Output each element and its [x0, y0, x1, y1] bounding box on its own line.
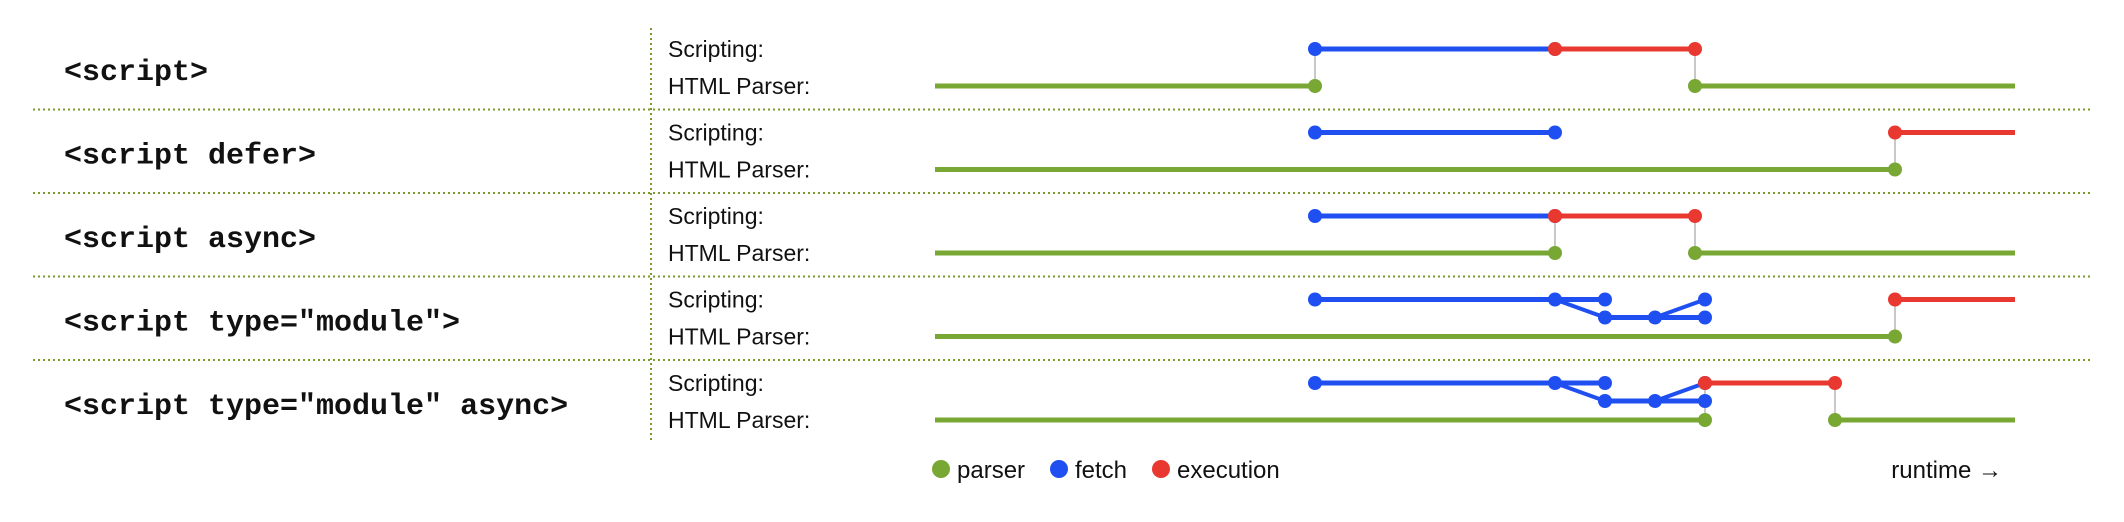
- fetch-point: [1308, 292, 1322, 307]
- legend-parser-label: parser: [957, 457, 1025, 484]
- dependency-fetch-segment: [1554, 381, 1606, 403]
- script-tag-label: <script type="module" async>: [64, 390, 568, 424]
- script-tag-label: <script>: [64, 56, 208, 90]
- legend-execution-dot: [1152, 460, 1170, 478]
- fetch-point: [1308, 376, 1322, 390]
- execution-point: [1698, 376, 1712, 390]
- legend: parser fetch execution runtime →: [932, 457, 2002, 484]
- timeline-row: <script type="module"> Scripting: HTML Par…: [64, 287, 2015, 350]
- fetch-point: [1698, 310, 1712, 325]
- timeline-row: <script> Scripting: HTML Parser:: [64, 36, 2015, 99]
- fetch-point: [1548, 376, 1562, 390]
- timeline-row: <script type="module" async> Scripting: HT…: [64, 370, 2015, 433]
- scripting-row-label: Scripting:: [668, 370, 764, 396]
- fetch-point: [1698, 394, 1712, 408]
- script-tag-label: <script type="module">: [64, 307, 460, 341]
- script-tag-label: <script async>: [64, 223, 316, 257]
- execution-point: [1688, 42, 1702, 56]
- script-tag-label: <script defer>: [64, 140, 316, 174]
- parser-row-label: HTML Parser:: [668, 407, 810, 433]
- fetch-point: [1698, 292, 1712, 307]
- legend-runtime-label: runtime →: [1891, 457, 2002, 484]
- execution-point: [1548, 42, 1562, 56]
- parser-point: [1688, 246, 1702, 260]
- timeline-rows: <script>Scripting:HTML Parser:<script de…: [64, 36, 2015, 433]
- parser-row-label: HTML Parser:: [668, 73, 810, 99]
- dependency-fetch-segment: [1654, 297, 1706, 320]
- fetch-point: [1598, 376, 1612, 390]
- parser-point: [1698, 413, 1712, 427]
- parser-row-label: HTML Parser:: [668, 324, 810, 350]
- parser-row-label: HTML Parser:: [668, 157, 810, 183]
- execution-point: [1548, 209, 1562, 223]
- parser-point: [1888, 162, 1902, 177]
- execution-point: [1828, 376, 1842, 390]
- timeline-row: <script async> Scripting: HTML Parser:: [64, 203, 2015, 266]
- parser-row-label: HTML Parser:: [668, 240, 810, 266]
- fetch-point: [1598, 394, 1612, 408]
- dependency-fetch-segment: [1554, 297, 1606, 320]
- scripting-row-label: Scripting:: [668, 120, 764, 146]
- fetch-point: [1308, 209, 1322, 223]
- scripting-row-label: Scripting:: [668, 287, 764, 313]
- fetch-point: [1648, 394, 1662, 408]
- legend-execution-label: execution: [1177, 457, 1280, 484]
- fetch-point: [1598, 292, 1612, 307]
- dependency-fetch-segment: [1654, 381, 1706, 403]
- parser-point: [1308, 79, 1322, 93]
- legend-fetch-label: fetch: [1075, 457, 1127, 484]
- fetch-point: [1648, 310, 1662, 325]
- parser-point: [1828, 413, 1842, 427]
- legend-fetch-dot: [1050, 460, 1068, 478]
- execution-point: [1888, 292, 1902, 307]
- fetch-point: [1308, 42, 1322, 56]
- timeline-row: <script defer> Scripting: HTML Parser:: [64, 120, 2015, 183]
- fetch-point: [1598, 310, 1612, 325]
- scripting-row-label: Scripting:: [668, 203, 764, 229]
- execution-point: [1688, 209, 1702, 223]
- fetch-point: [1548, 292, 1562, 307]
- parser-point: [1688, 79, 1702, 93]
- parser-point: [1548, 246, 1562, 260]
- legend-parser-dot: [932, 460, 950, 478]
- scripting-row-label: Scripting:: [668, 36, 764, 62]
- execution-point: [1888, 125, 1902, 140]
- parser-point: [1888, 329, 1902, 344]
- fetch-point: [1308, 125, 1322, 140]
- fetch-point: [1548, 125, 1562, 140]
